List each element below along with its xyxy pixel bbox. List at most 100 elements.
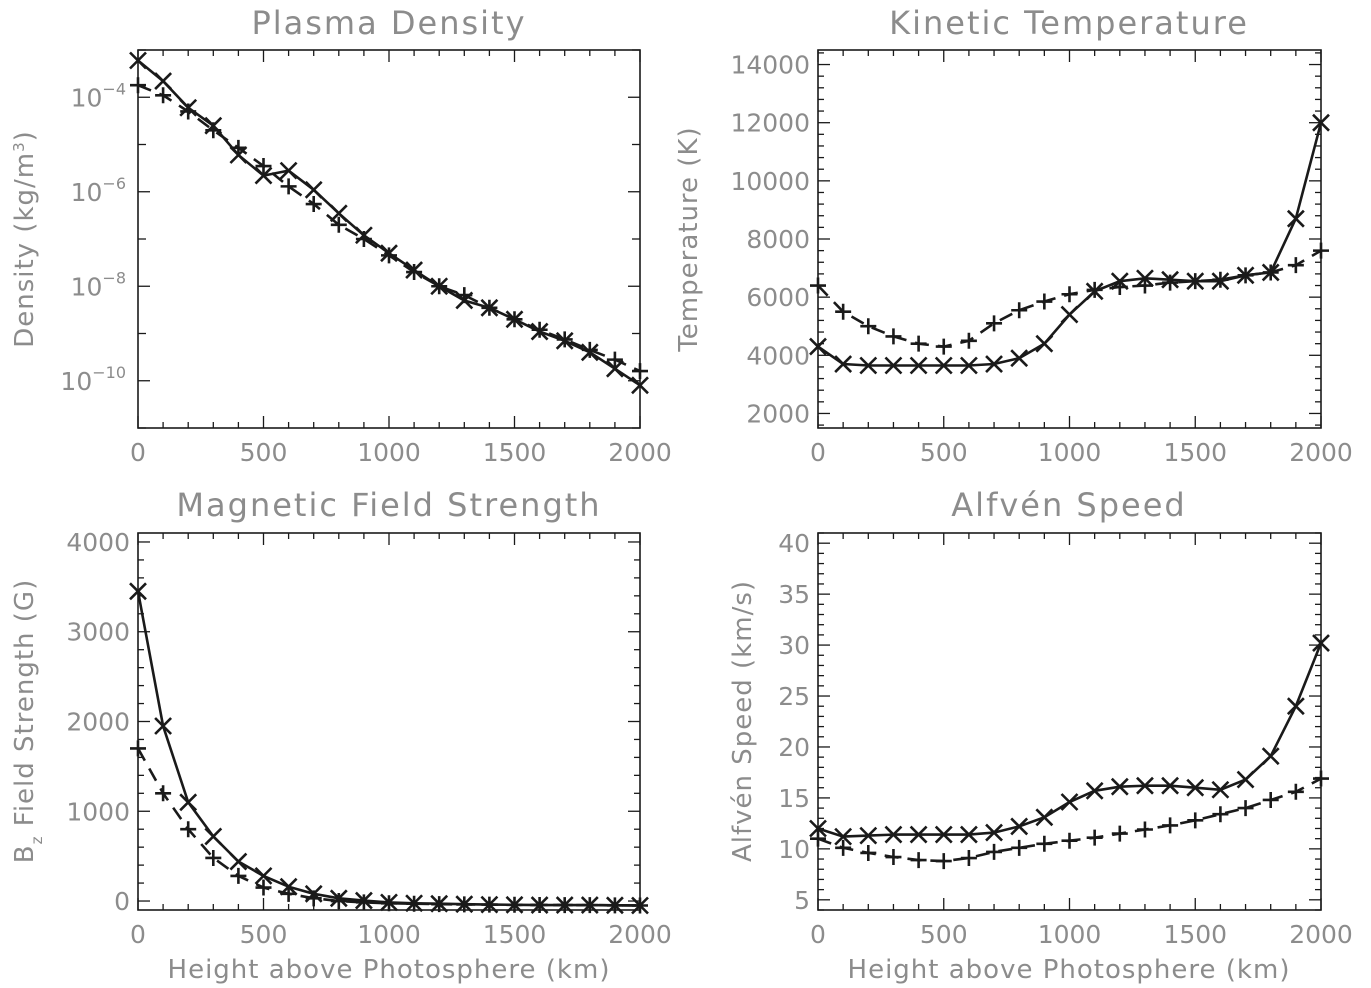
series-2-point [885,849,902,866]
y-tick-label: 10−8 [71,268,126,301]
series-2-point [130,77,146,94]
series-2-point [305,196,322,213]
panel-title-alfven: Alfvén Speed [951,486,1186,524]
series-1-point [1035,808,1054,827]
series-1-point [934,825,953,844]
series-2-point [305,890,322,907]
y-tick-label: 12000 [730,109,810,138]
series-2-point [1136,277,1153,294]
series-2-point [606,351,623,368]
series-2-point [1086,281,1103,298]
series-2-point [810,277,826,294]
series-1-point [909,356,928,375]
series-2-point [330,216,347,233]
y-tick-labels-bfield: 0 1000 2000 3000 4000 [66,528,130,916]
series-2-point [1061,286,1078,303]
x-tick-label: 2000 [1289,920,1353,949]
x-axis-label-bfield: Height above Photosphere (km) [168,955,611,985]
series-1-point [154,72,173,90]
series-2-point [1313,770,1329,787]
series-2-point [506,896,523,913]
series-2-point [431,896,448,913]
series-1-point [329,204,348,223]
panel-title-density: Plasma Density [251,4,526,42]
series-1-point [1060,793,1079,811]
series-1-point [959,356,978,375]
series-2-point [1011,839,1028,856]
series-2-point [531,896,548,913]
series-2-point [632,363,648,380]
series-2-point [960,332,977,349]
y-tick-label: 35 [778,580,810,609]
series-2-point [581,341,598,358]
ticks-alfven [817,532,1322,911]
y-tick-label: 40 [778,529,810,558]
y-tick-label: 8000 [746,225,810,254]
series-1-point [254,166,273,185]
series-2-point [581,897,598,914]
series-2-point [986,315,1003,332]
y-tick-label: 2000 [746,399,810,428]
panel-bfield: Magnetic Field Strength Bz Field Strengt… [10,486,672,985]
series-2-point [456,896,473,913]
x-tick-label: 1500 [483,438,547,467]
y-tick-label: 10000 [730,167,810,196]
x-tick-labels-temperature: 0 500 1000 1500 2000 [810,438,1353,467]
x-tick-label: 1000 [357,920,421,949]
series-2-point [481,299,498,316]
series-2-point [810,830,826,847]
series-1-point [1035,334,1054,353]
series-1-point [1286,209,1305,228]
series-1-point [1060,305,1079,324]
series-2-point [1237,800,1254,817]
series-2-point [456,287,473,304]
series-bfield [129,582,649,915]
x-tick-label: 2000 [608,438,672,467]
series-2-point [632,897,648,914]
y-tick-label: 14000 [730,51,810,80]
x-tick-label: 1000 [357,438,421,467]
series-density [129,51,649,395]
x-tick-label: 0 [810,920,826,949]
series-2-point [1237,267,1254,284]
series-2-point [205,122,222,139]
series-1-point [204,827,223,846]
series-1-point [1110,777,1129,796]
y-tick-label: 15 [778,784,810,813]
series-2-point [1313,242,1329,259]
series-2-point [1287,783,1304,800]
series-2-point [481,896,498,913]
y-axis-label-bfield: Bz Field Strength (G) [10,579,46,863]
series-2-point [155,785,172,802]
series-2-point [1187,812,1204,829]
series-2-line [817,777,1322,863]
series-2-point [860,844,877,861]
series-2-point [986,843,1003,860]
series-2-point [1162,274,1179,291]
series-1-point [1236,770,1255,789]
series-2-point [230,867,247,884]
series-1-point [809,337,827,356]
series-2-point [960,850,977,867]
series-2-point [1162,817,1179,834]
series-2-point [280,178,297,195]
series-2-point [1061,832,1078,849]
series-2-point [885,328,902,345]
ticks-temperature [817,50,1322,428]
y-tick-label: 5 [794,886,810,915]
series-2-point [355,231,372,247]
y-tick-label: 25 [778,682,810,711]
series-2-point [1262,791,1279,808]
panel-density: Plasma Density Density (kg/m3) 0 500 1000 1… [10,4,672,467]
y-tick-label: 10−6 [71,174,126,207]
series-1-point [884,825,903,844]
y-tick-label: 10−4 [71,79,126,112]
series-1-point [1010,817,1029,836]
y-axis-label-alfven: Alfvén Speed (km/s) [728,580,758,862]
series-2-point [255,879,272,896]
series-2-point [406,264,423,281]
series-2-point [381,895,397,912]
series-2-point [406,895,423,912]
y-tick-label: 30 [778,631,810,660]
series-2-point [835,303,852,320]
